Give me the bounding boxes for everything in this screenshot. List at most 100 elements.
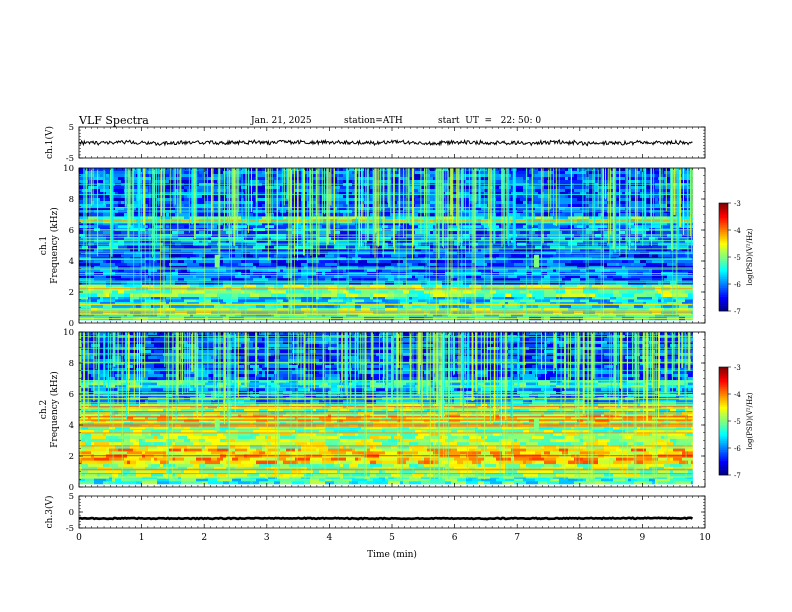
spectrogram-cell [253,263,260,267]
spectrogram-cell [88,260,95,264]
spectrogram-cell [274,481,281,485]
spectrogram-cell [487,231,491,235]
spectrogram-cell [307,469,314,474]
spectrogram-cell [424,180,440,184]
spectrogram-cell [631,274,641,279]
spectrogram-cell [592,231,605,235]
spectrogram-cell [142,432,149,437]
spectrogram-cell [187,281,200,285]
spectrogram-cell [643,231,647,235]
spectrogram-cell [556,268,572,273]
spectrogram-cell [133,448,137,452]
spectrogram-cell [520,451,536,455]
spectrogram-cell [532,260,548,264]
sferic-streak [436,168,438,217]
spectrogram-cell [226,435,239,440]
spectrogram-cell [484,469,494,474]
spectrogram-cell [343,445,347,449]
spectrogram-cell [553,463,560,468]
spectrogram-cell [403,451,419,455]
spectrogram-cell [628,457,638,462]
spectrogram-cell [493,257,497,261]
spectrogram-cell [403,435,416,440]
spectrogram-cell [517,177,524,181]
spectrogram-cell [430,293,434,297]
spectrogram-cell [568,438,581,443]
spectrogram-cell [547,234,560,238]
spectrogram-cell [91,290,104,294]
spectrogram-cell [616,198,620,202]
spectrogram-cell [253,481,260,485]
spectrogram-cell [601,478,614,482]
spectrogram-cell [337,210,341,214]
spectrogram-cell [475,216,485,220]
spectrogram-cell [616,481,632,485]
spectrogram-cell [550,257,566,261]
spectrogram-cell [616,263,620,267]
spectrogram-cell [181,186,185,190]
spectrogram-cell [388,278,395,282]
spectrogram-cell [289,284,299,288]
sferic-streak [642,168,644,246]
spectrogram-cell [379,260,392,264]
spectrogram-cell [661,174,668,178]
spectrogram-cell [151,234,161,238]
spectrogram-cell [280,204,284,208]
spectrogram-cell [130,478,146,482]
spectrogram-cell [112,254,122,258]
spectrogram-cell [499,448,512,452]
spectrogram-cell [334,254,341,258]
spectrogram-cell [331,171,335,175]
spectrogram-cell [577,198,593,202]
spectrogram-cell [598,302,608,306]
spectrogram-cell [406,278,419,282]
spectrogram-cell [178,260,185,264]
spectrogram-cell [571,278,581,282]
spectrogram-cell [685,448,693,452]
spectrogram-cell [262,210,266,214]
spectrogram-cell [382,469,386,474]
spectrogram-cell [349,290,353,294]
spectrogram-cell [190,313,194,318]
spectrogram-cell [592,304,605,308]
spectrogram-cell [358,207,371,211]
spectrogram-cell [409,186,422,190]
spectrogram-cell [475,174,482,178]
spectrogram-cell [205,438,221,443]
spectrogram-cell [685,466,689,471]
spectrogram-cell [88,268,101,273]
spectrogram-cell [265,284,275,288]
spectrogram-cell [103,293,107,297]
spectrogram-cell [556,290,566,294]
spectrogram-cell [430,171,437,175]
spectrogram-cell [238,263,242,267]
spectrogram-cell [592,284,608,288]
spectrogram-cell [280,448,287,452]
spectrogram-cell [166,225,170,229]
spectrogram-cell [349,481,353,485]
spectrogram-cell [466,476,479,480]
sferic-streak [670,168,672,232]
spectrogram-cell [664,257,677,261]
spectrogram-cell [229,257,245,261]
spectrogram-cell [226,432,239,437]
spectrogram-cell [538,469,554,474]
spectrogram-cell [178,236,191,241]
spectrogram-cell [343,174,356,178]
spectrogram-cell [166,192,173,196]
spectrogram-cell [370,463,383,468]
spectrogram-cell [562,463,566,468]
sferic-streak [426,168,428,243]
spectrogram-cell [544,463,554,468]
spectrogram-cell [85,442,92,446]
spectrogram-cell [583,290,596,294]
spectrogram-cell [394,296,410,300]
sferic-streak [651,168,652,246]
spectrogram-cell [130,231,140,235]
spectrogram-cell [685,478,693,482]
spectrogram-cell [493,281,506,285]
spectrogram-cell [610,177,626,181]
spectrogram-cell [259,293,272,297]
spectrogram-cell [85,432,92,437]
spectrogram-cell [301,195,311,199]
